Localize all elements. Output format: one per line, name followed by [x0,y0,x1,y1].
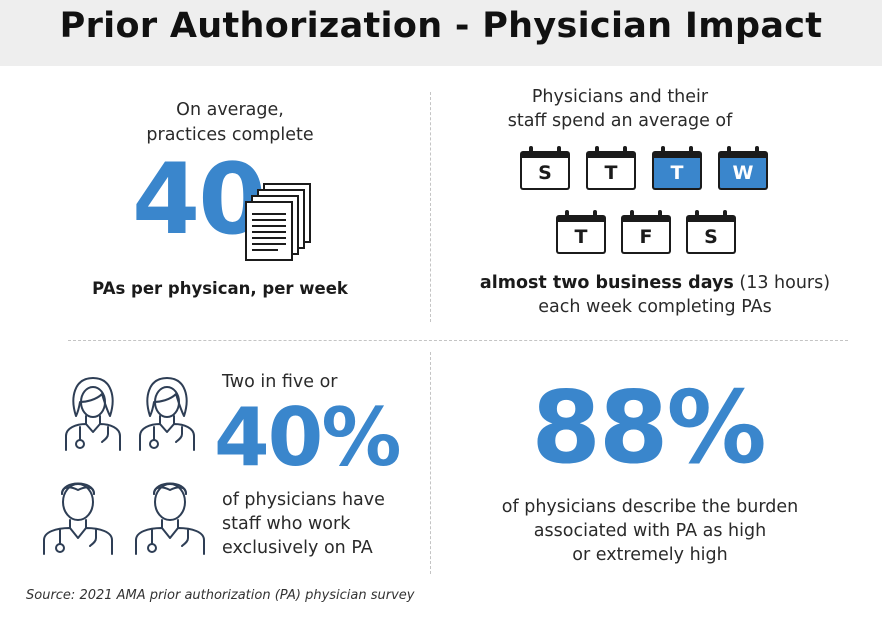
burden-big-number: 88% [531,369,766,486]
male-doctor-icon [43,482,113,555]
calendar-day-letter: S [686,222,736,254]
pas-big-number: 40 [132,143,266,257]
calendar-day: W [718,146,768,190]
male-doctor-icon [135,482,205,555]
calendar-ring [529,146,533,155]
calendar-ring [658,210,662,219]
calendar-day: T [586,146,636,190]
time-intro-line2: staff spend an average of [507,111,733,131]
calendar-header [686,215,736,223]
calendar-day: S [686,210,736,254]
pas-intro-line2: practices complete [146,125,314,145]
calendar-header [621,215,671,223]
calendar-day: F [621,210,671,254]
time-intro-line1: Physicians and their [531,87,709,107]
horizontal-divider [68,340,848,341]
vertical-divider-top [430,92,431,322]
calendar-day: T [652,146,702,190]
calendar-ring [727,146,731,155]
calendar-ring [593,210,597,219]
calendar-ring [695,210,699,219]
calendar-day-letter: F [621,222,671,254]
calendar-day-letter: W [718,158,768,190]
calendar-ring [565,210,569,219]
female-doctor-icon [139,377,195,451]
staff-line3: exclusively on PA [222,538,373,558]
staff-line1: of physicians have [222,490,385,510]
burden-line2: associated with PA as high [533,521,767,541]
vertical-divider-bottom [430,352,431,574]
calendar-ring [689,146,693,155]
staff-intro: Two in five or [222,372,338,392]
calendar-header [586,151,636,159]
time-paren-text: (13 hours) [739,273,831,293]
calendar-ring [595,146,599,155]
burden-line1: of physicians describe the burden [501,497,799,517]
calendar-ring [557,146,561,155]
page-title: Prior Authorization - Physician Impact [59,6,823,46]
calendar-ring [630,210,634,219]
document-stack-icon [245,183,311,261]
burden-line3: or extremely high [572,545,728,565]
time-bold-text: almost two business days [479,273,734,293]
staff-line2: staff who work [222,514,351,534]
calendar-header [556,215,606,223]
female-doctor-icon [65,377,121,451]
time-summary-line1: almost two business days (13 hours) [440,272,870,294]
calendar-header [718,151,768,159]
calendar-day: T [556,210,606,254]
calendar-day: S [520,146,570,190]
calendar-ring [723,210,727,219]
source-note: Source: 2021 AMA prior authorization (PA… [26,588,415,603]
calendar-day-letter: S [520,158,570,190]
calendar-ring [755,146,759,155]
calendar-header [520,151,570,159]
calendar-day-letter: T [556,222,606,254]
calendar-day-letter: T [652,158,702,190]
time-summary-line2: each week completing PAs [538,297,772,317]
calendar-ring [623,146,627,155]
staff-big-number: 40% [214,391,401,484]
header-bar [0,0,882,66]
calendar-ring [661,146,665,155]
pas-intro-line1: On average, [176,100,284,120]
pas-caption: PAs per physican, per week [92,279,348,298]
calendar-header [652,151,702,159]
calendar-day-letter: T [586,158,636,190]
